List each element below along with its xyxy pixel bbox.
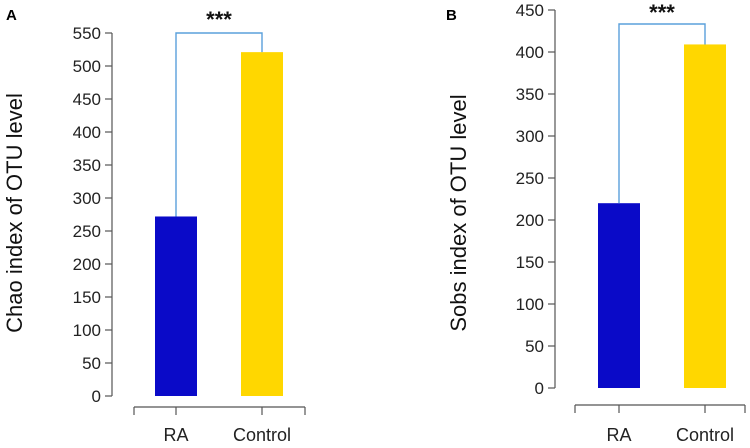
panel-a-y-tick-label: 400 <box>73 123 101 142</box>
panel-b-label: B <box>446 7 457 24</box>
panel-a-y-tick-label: 50 <box>82 354 101 373</box>
panel-b: B Sobs index of OTU level 0 50 100 150 200 25… <box>446 0 746 445</box>
panel-a-bar-ra <box>155 216 197 396</box>
panel-a-significance-bracket <box>175 32 263 217</box>
panel-b-y-tick-label: 0 <box>535 379 544 398</box>
panel-b-y-tick-label: 200 <box>516 211 544 230</box>
panel-b-y-tick-label: 250 <box>516 169 544 188</box>
panel-a-significance-label: *** <box>206 7 232 32</box>
panel-a-y-tick-label: 300 <box>73 189 101 208</box>
panel-b-category-label-control: Control <box>676 425 734 445</box>
panel-b-significance-bracket <box>618 23 706 204</box>
panel-a-y-tick-label: 0 <box>92 387 101 406</box>
panel-a-y-axis-title: Chao index of OTU level <box>2 93 27 333</box>
panel-b-category-label-ra: RA <box>606 425 631 445</box>
panel-a-y-tick-label: 200 <box>73 255 101 274</box>
panel-a-y-tick-label: 100 <box>73 321 101 340</box>
panel-a-category-label-ra: RA <box>163 425 188 445</box>
panel-b-bar-control <box>684 44 726 388</box>
panel-b-y-axis-title: Sobs index of OTU level <box>446 94 471 331</box>
panel-a-y-tick-label: 250 <box>73 222 101 241</box>
panel-b-y-tick-label: 400 <box>516 43 544 62</box>
panel-a-y-tick-label: 450 <box>73 90 101 109</box>
panel-b-significance-label: *** <box>649 0 675 25</box>
panel-b-y-tick-label: 350 <box>516 85 544 104</box>
panel-a: A Chao index of OTU level 0 50 100 150 200 25… <box>2 7 306 445</box>
panel-a-bar-control <box>241 52 283 396</box>
panel-b-y-tick-label: 450 <box>516 1 544 20</box>
panel-b-y-tick-label: 50 <box>525 337 544 356</box>
panel-b-y-tick-label: 100 <box>516 295 544 314</box>
panel-b-y-tick-label: 150 <box>516 253 544 272</box>
panel-b-bar-ra <box>598 203 640 388</box>
panel-a-label: A <box>6 7 17 24</box>
panel-a-y-tick-label: 550 <box>73 24 101 43</box>
panel-a-y-tick-label: 500 <box>73 57 101 76</box>
panel-a-y-tick-label: 150 <box>73 288 101 307</box>
panel-b-y-tick-label: 300 <box>516 127 544 146</box>
panel-a-category-label-control: Control <box>233 425 291 445</box>
panel-a-y-tick-label: 350 <box>73 156 101 175</box>
